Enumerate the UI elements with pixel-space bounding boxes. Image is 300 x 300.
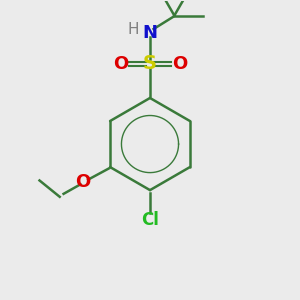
Text: H: H: [128, 22, 140, 37]
Text: Cl: Cl: [141, 211, 159, 229]
Text: N: N: [142, 24, 158, 42]
Text: O: O: [75, 173, 91, 191]
Text: O: O: [172, 55, 187, 73]
Text: S: S: [143, 54, 157, 73]
Text: O: O: [113, 55, 128, 73]
